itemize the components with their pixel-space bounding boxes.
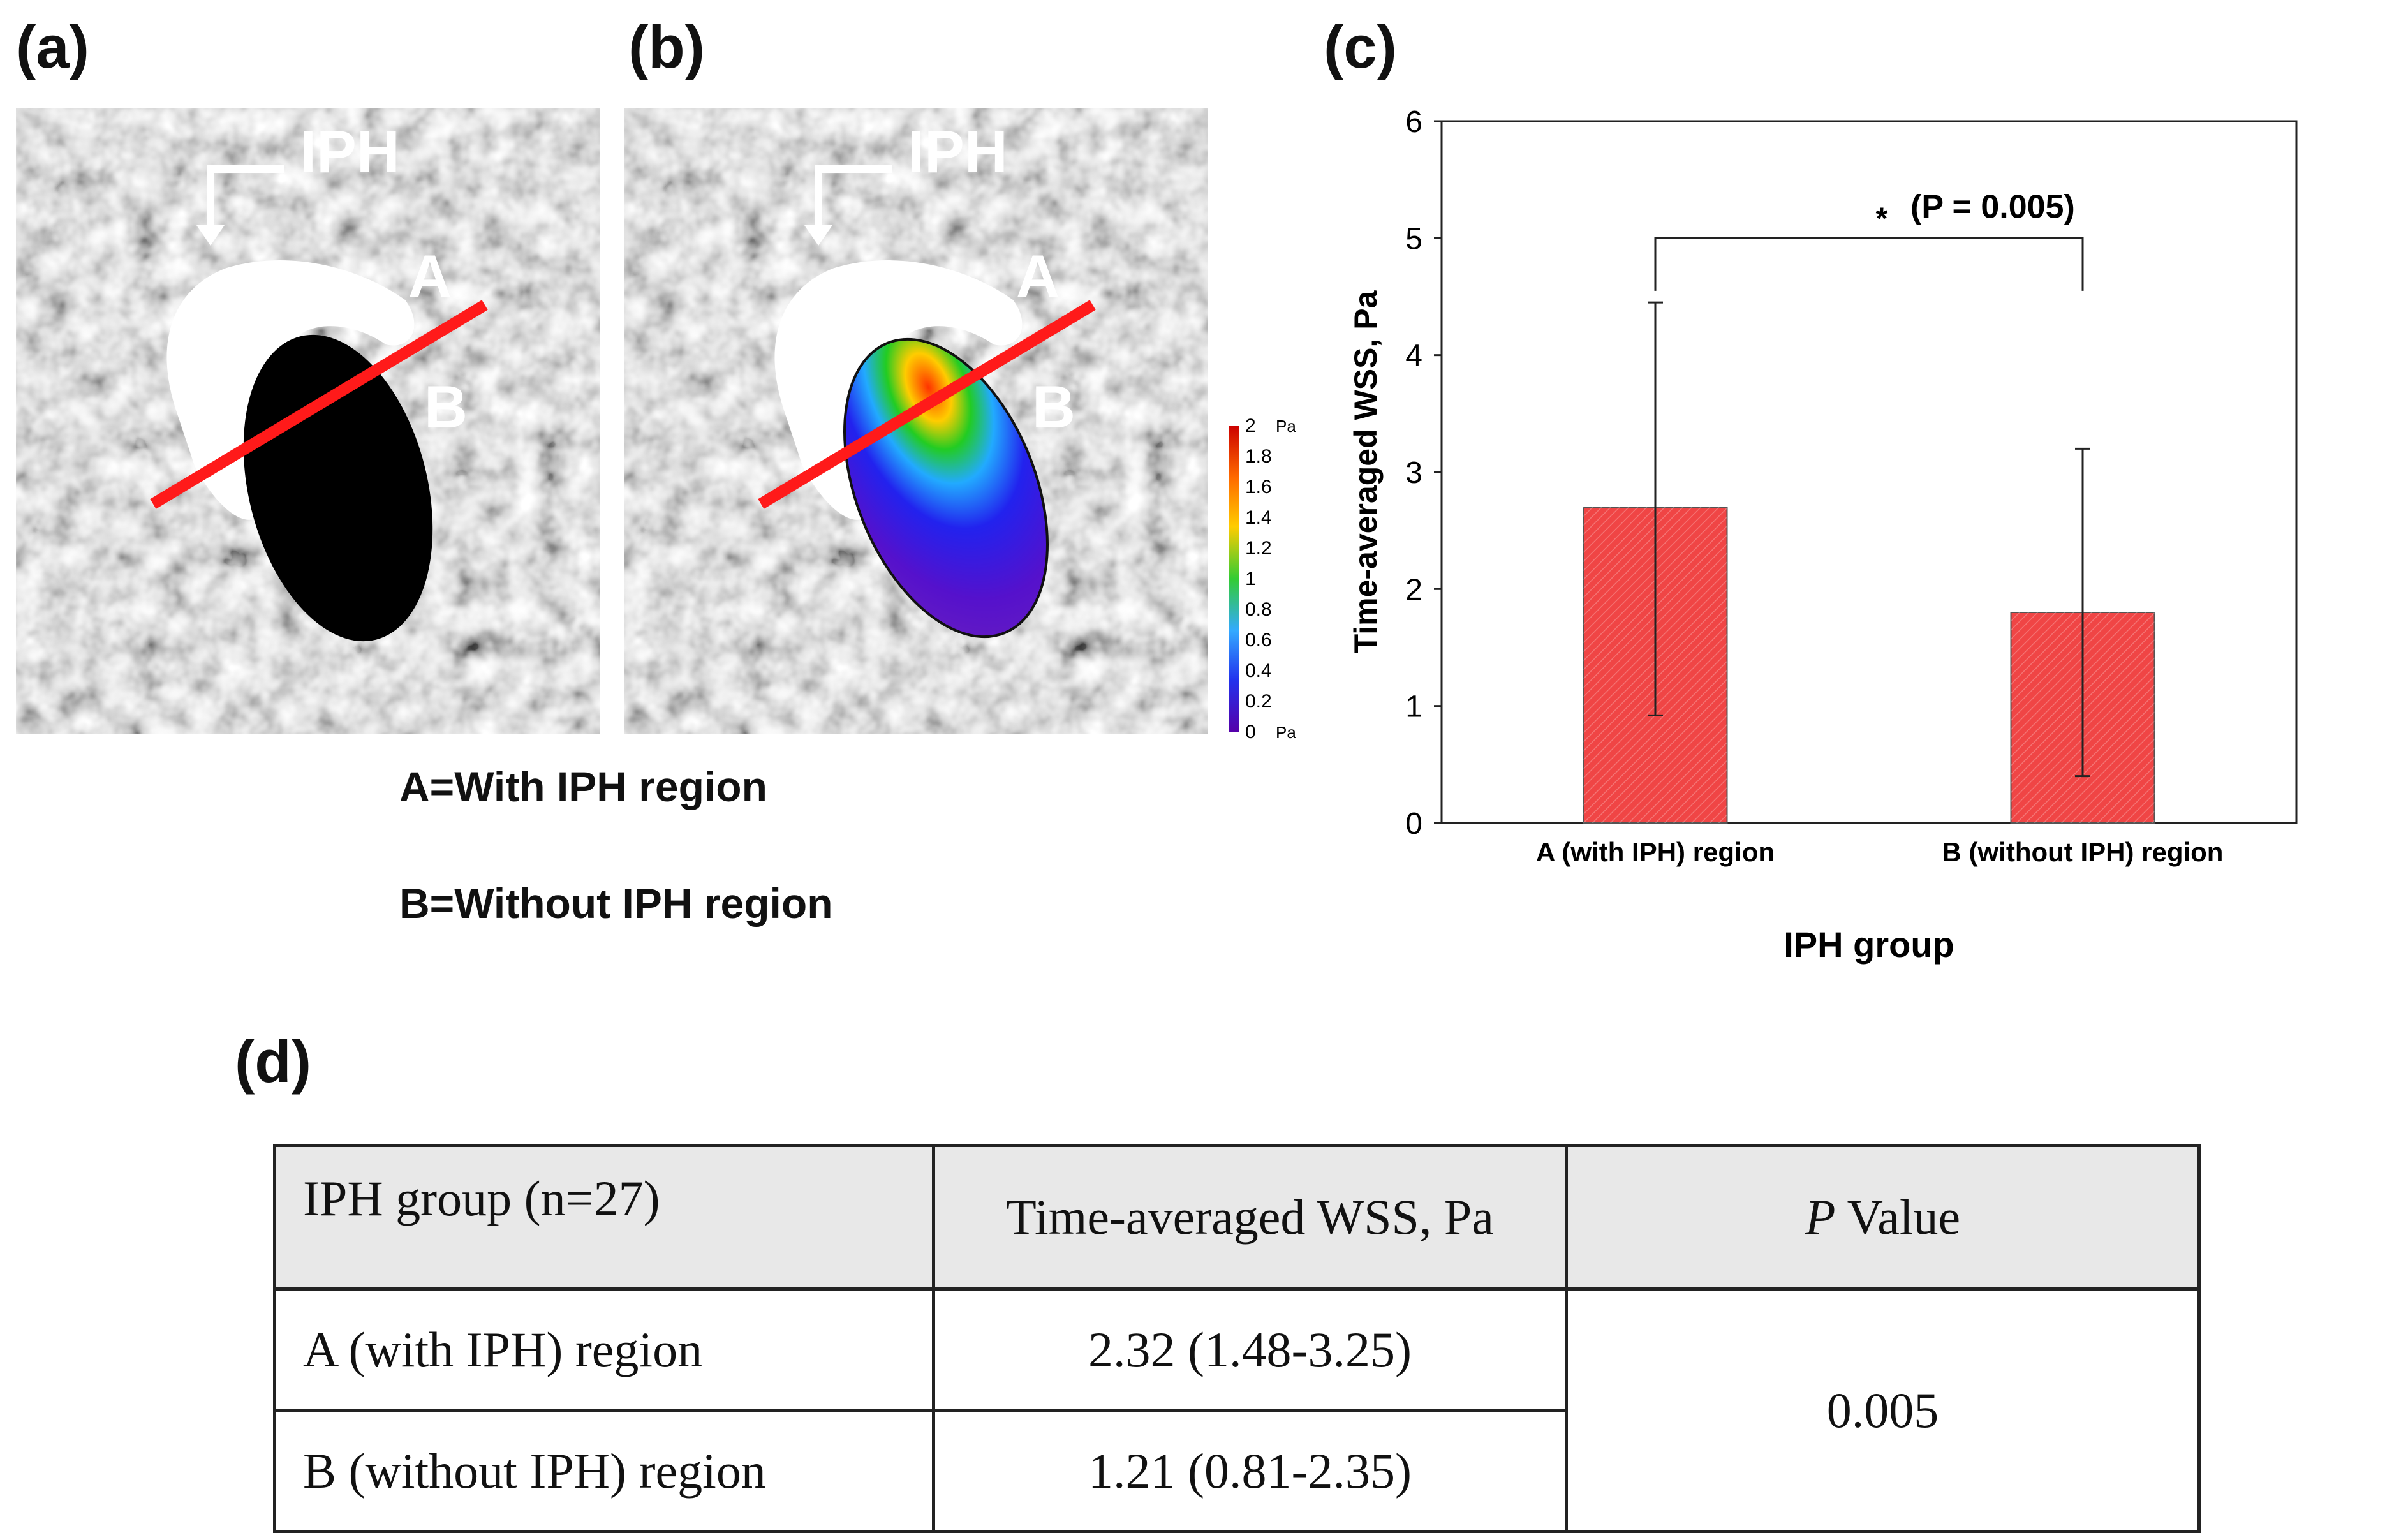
x-axis-label: IPH group	[1784, 924, 1954, 965]
results-table: IPH group (n=27) Time-averaged WSS, Pa P…	[273, 1144, 2201, 1533]
header-iph-group: IPH group (n=27)	[273, 1144, 935, 1291]
colorbar-unit-label: Pa	[1276, 723, 1296, 742]
p-italic: P	[1805, 1189, 1836, 1245]
arrow-shaft	[815, 165, 892, 230]
vessel-lumen	[243, 334, 433, 642]
cut-line	[758, 300, 1096, 509]
mri-image-a: IPH A B	[16, 108, 600, 734]
y-tick-label: 2	[1405, 573, 1422, 607]
colorbar-unit-label: Pa	[1276, 418, 1296, 436]
x-tick-label: A (with IPH) region	[1536, 837, 1775, 867]
arrow-head	[804, 225, 832, 246]
point-a-label: A	[1016, 242, 1060, 309]
colorbar-tick-label: 1.2	[1245, 538, 1272, 559]
legend-with-iph: A=With IPH region	[399, 763, 767, 810]
colorbar-tick-label: 1.4	[1245, 507, 1272, 528]
colorbar-tick-label: 0.4	[1245, 660, 1272, 681]
colorbar-tick-label: 0.6	[1245, 630, 1272, 651]
mri-image-b-svg: IPH A B	[624, 108, 1208, 734]
iph-label-b: IPH	[908, 118, 1008, 185]
colorbar-tick-label: 1	[1245, 568, 1256, 589]
header-p-value: P Value	[1565, 1144, 2201, 1291]
significance-bracket-line	[1654, 237, 2084, 291]
row-a-group: A (with IPH) region	[273, 1287, 935, 1412]
y-tick-label: 1	[1405, 690, 1422, 724]
wss-bar-chart: 0 1 2 3 4 5 6 A (with IPH) region B (without IP…	[1348, 105, 2298, 965]
table-header-row: IPH group (n=27) Time-averaged WSS, Pa P…	[273, 1144, 2201, 1291]
colorbar-ticks: 2 1.8 1.6 1.4 1.2 1 0.8 0.6 0.4 0.2 0 Pa Pa	[1245, 418, 1296, 743]
p-value-cell: 0.005	[1565, 1287, 2201, 1533]
y-tick-label: 5	[1405, 222, 1422, 256]
table-row: A (with IPH) region 2.32 (1.48-3.25) 0.0…	[273, 1287, 2201, 1533]
y-axis-label: Time-averaged WSS, Pa	[1348, 290, 1384, 653]
plot-area	[1440, 120, 2298, 824]
mri-image-b: IPH A B	[624, 108, 1208, 734]
row-a-wss: 2.32 (1.48-3.25)	[932, 1287, 1568, 1412]
colorbar-gradient	[1229, 426, 1239, 732]
colorbar-tick-label: 0.2	[1245, 691, 1272, 712]
header-wss: Time-averaged WSS, Pa	[932, 1144, 1568, 1291]
wss-colorbar: 2 1.8 1.6 1.4 1.2 1 0.8 0.6 0.4 0.2 0 Pa Pa	[1229, 418, 1296, 743]
x-axis-tick-labels: A (with IPH) region B (without IPH) regio…	[1536, 837, 2224, 867]
error-bars	[1648, 301, 2090, 778]
x-tick-label: B (without IPH) region	[1942, 837, 2224, 867]
significance-bracket: * (P = 0.005)	[1654, 188, 2084, 291]
row-b-wss: 1.21 (0.81-2.35)	[932, 1409, 1568, 1533]
row-b-group: B (without IPH) region	[273, 1409, 935, 1533]
wss-colormap-overlay	[843, 337, 1049, 639]
colorbar-tick-label: 2	[1245, 418, 1256, 436]
significance-p-text: (P = 0.005)	[1910, 188, 2075, 225]
colorbar-tick-label: 1.8	[1245, 446, 1272, 467]
y-tick-label: 4	[1405, 339, 1422, 373]
significance-star: *	[1876, 202, 1888, 235]
point-a-label: A	[408, 242, 452, 309]
cut-line	[150, 300, 488, 509]
y-tick-label: 6	[1405, 105, 1422, 139]
point-b-label: B	[1032, 373, 1075, 440]
colorbar-tick-label: 1.6	[1245, 477, 1272, 498]
iph-label-a: IPH	[300, 118, 400, 185]
y-axis-ticks: 0 1 2 3 4 5 6	[1405, 105, 1442, 841]
colorbar-tick-label: 0.8	[1245, 599, 1272, 620]
mri-image-a-svg: IPH A B	[16, 108, 600, 734]
arrow-shaft	[207, 165, 284, 230]
panel-label-d: (d)	[235, 1028, 312, 1095]
legend-without-iph: B=Without IPH region	[399, 880, 833, 927]
point-b-label: B	[424, 373, 468, 440]
y-tick-label: 0	[1405, 807, 1422, 841]
panel-label-c: (c)	[1324, 13, 1397, 80]
y-tick-label: 3	[1405, 456, 1422, 490]
arrow-head	[196, 225, 225, 246]
header-value-label: Value	[1847, 1189, 1961, 1245]
panel-label-b: (b)	[628, 13, 705, 80]
panel-label-a: (a)	[16, 13, 89, 80]
colorbar-tick-label: 0	[1245, 722, 1256, 743]
